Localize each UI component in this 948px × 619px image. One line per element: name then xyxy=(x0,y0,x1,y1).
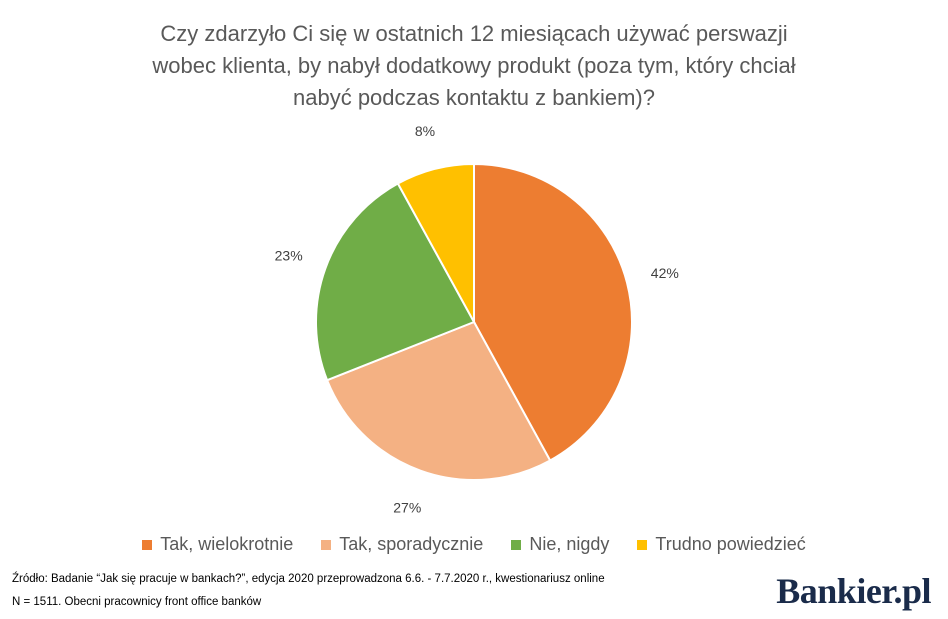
legend-label-tak-sporadycznie: Tak, sporadycznie xyxy=(339,534,484,554)
legend-label-nie-nigdy: Nie, nigdy xyxy=(529,534,610,554)
pie-slice-2 xyxy=(315,182,476,382)
legend-item-tak-sporadycznie: Tak, sporadycznie xyxy=(321,534,483,555)
data-label-1: 27% xyxy=(393,499,421,515)
data-label-2: 23% xyxy=(275,247,303,263)
bankier-logo: Bankier.pl xyxy=(776,571,931,611)
sample-note: N = 1511. Obecni pracownicy front office… xyxy=(12,596,262,608)
legend-label-trudno-powiedziec: Trudno powiedzieć xyxy=(655,534,806,554)
source-note: Źródło: Badanie “Jak się pracuje w banka… xyxy=(12,573,605,585)
data-label-3: 8% xyxy=(415,123,435,139)
legend-item-tak-wielokrotnie: Tak, wielokrotnie xyxy=(142,534,293,555)
legend: Tak, wielokrotnie Tak, sporadycznie Nie,… xyxy=(0,534,948,555)
legend-swatch-tak-sporadycznie xyxy=(321,539,332,550)
legend-item-trudno-powiedziec: Trudno powiedzieć xyxy=(637,534,806,555)
data-label-0: 42% xyxy=(651,265,679,281)
legend-swatch-tak-wielokrotnie xyxy=(142,539,153,550)
pie-slice-3 xyxy=(396,162,475,323)
legend-swatch-nie-nigdy xyxy=(511,539,522,550)
title-line-2: wobec klienta, by nabył dodatkowy produk… xyxy=(152,53,796,78)
title-line-3: nabyć podczas kontaktu z bankiem)? xyxy=(293,85,655,110)
legend-swatch-trudno-powiedziec xyxy=(637,539,648,550)
pie-chart: 42% 27% 23% 8% xyxy=(275,123,679,515)
title-line-1: Czy zdarzyło Ci się w ostatnich 12 miesi… xyxy=(160,21,788,46)
pie-slice-1 xyxy=(325,320,552,481)
chart-title: Czy zdarzyło Ci się w ostatnich 12 miesi… xyxy=(60,18,888,114)
legend-label-tak-wielokrotnie: Tak, wielokrotnie xyxy=(160,534,294,554)
pie-slice-0 xyxy=(473,162,633,462)
legend-item-nie-nigdy: Nie, nigdy xyxy=(511,534,609,555)
